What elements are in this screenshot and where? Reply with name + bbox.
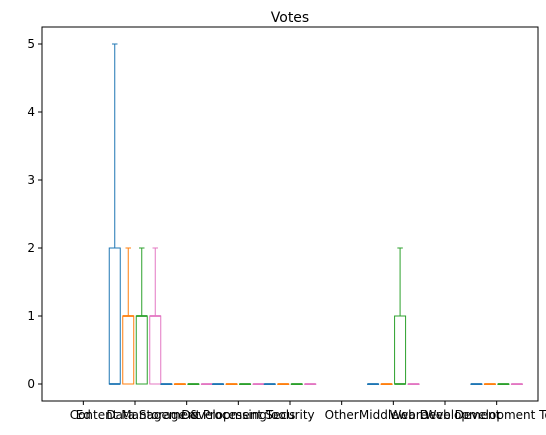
box-3-2 xyxy=(173,383,186,385)
box-iqr xyxy=(149,315,162,385)
y-tick-label: 2 xyxy=(27,241,35,255)
x-tick-label: Other xyxy=(325,408,359,422)
box-4-2 xyxy=(225,383,238,385)
box-iqr xyxy=(394,315,407,385)
box-9-2 xyxy=(483,383,496,385)
y-tick-label: 3 xyxy=(27,173,35,187)
box-5-4 xyxy=(304,383,317,385)
box-2-1 xyxy=(108,43,121,385)
plot-frame xyxy=(41,26,539,402)
box-7-2 xyxy=(380,383,393,385)
x-tick-label: Web Development Tools xyxy=(425,408,546,422)
y-tick-label: 0 xyxy=(27,377,35,391)
box-3-1 xyxy=(160,383,173,385)
y-tick-label: 5 xyxy=(27,37,35,51)
x-tick-label: Security xyxy=(265,408,314,422)
chart-title: Votes xyxy=(271,10,309,26)
box-9-1 xyxy=(470,383,483,385)
box-5-2 xyxy=(277,383,290,385)
box-iqr xyxy=(108,247,121,385)
y-tick-label: 1 xyxy=(27,309,35,323)
box-3-4 xyxy=(200,383,213,385)
box-5-1 xyxy=(263,383,276,385)
y-axis: 0 1 2 3 4 5 xyxy=(27,37,42,391)
y-tick-label: 4 xyxy=(27,105,35,119)
x-tick-label: Ed xyxy=(76,408,91,422)
x-tick-label: Data Storage & Processing xyxy=(106,408,266,422)
x-tick-label: Middleware xyxy=(359,408,428,422)
box-4-3 xyxy=(239,383,252,385)
box-7-1 xyxy=(367,383,380,385)
box-2-3 xyxy=(135,247,148,385)
box-2-2 xyxy=(122,247,135,385)
box-9-4 xyxy=(510,383,523,385)
box-5-3 xyxy=(290,383,303,385)
box-4-4 xyxy=(252,383,265,385)
box-7-4 xyxy=(407,383,420,385)
x-tick-label: Web Development xyxy=(390,408,501,422)
box-iqr xyxy=(135,315,148,385)
box-3-3 xyxy=(187,383,200,385)
plot-marks xyxy=(108,43,523,385)
box-2-4 xyxy=(149,247,162,385)
x-tick-label: Development Tools xyxy=(181,408,295,422)
x-tick-label: Content Management xyxy=(70,408,201,422)
box-7-3 xyxy=(394,247,407,385)
box-iqr xyxy=(122,315,135,385)
box-9-3 xyxy=(497,383,510,385)
box-4-1 xyxy=(212,383,225,385)
